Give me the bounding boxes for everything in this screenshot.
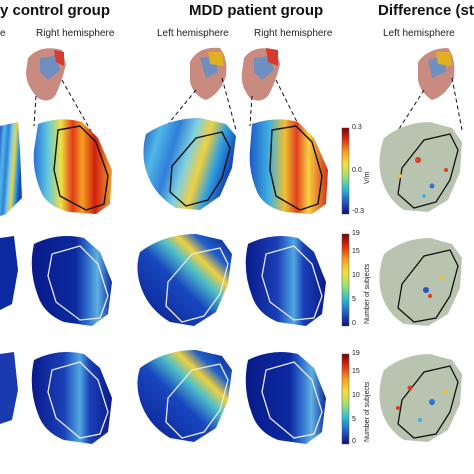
colorbar-tick: 0	[352, 438, 356, 445]
colorbar-label-subjects: Number of subjects	[364, 381, 371, 442]
roi-outline	[261, 361, 323, 439]
colorbar-tick: 10	[352, 392, 360, 399]
roi-outline	[53, 125, 109, 211]
colorbar-tick: -0.3	[352, 208, 365, 215]
roi-outline	[165, 363, 229, 439]
hemisphere-label-left-difference: Left hemisphere	[383, 28, 455, 39]
title-mdd-patient-group: MDD patient group	[189, 2, 324, 19]
colorbar-tick: 0.0	[352, 167, 362, 174]
hemisphere-label-left-mdd: Left hemisphere	[157, 28, 229, 39]
colorbar-tick: 15	[352, 368, 360, 375]
hemisphere-label-right-mdd: Right hemisphere	[254, 28, 333, 39]
significance-spots	[398, 157, 448, 198]
hemisphere-label-left-healthy: e	[0, 28, 6, 39]
colorbar-tick: 0.3	[352, 124, 362, 131]
colorbar-tick: 19	[352, 230, 360, 237]
count-map-healthy-left	[0, 236, 18, 310]
brain-thumbnail-right-mdd	[241, 48, 280, 101]
title-healthy-control-group: y control group	[0, 2, 110, 19]
colorbar-tick: 0	[352, 320, 356, 327]
difference-map-row1	[379, 122, 462, 212]
count-map-mdd-left	[137, 234, 232, 326]
roi-outline	[397, 133, 459, 209]
efield-map-healthy-right	[33, 119, 112, 214]
roi-outline	[397, 249, 459, 323]
efield-map-healthy-left	[0, 122, 22, 216]
roi-outline	[269, 125, 323, 211]
count-map-healthy-right-row3	[31, 352, 112, 444]
efield-map-mdd-left	[143, 118, 236, 210]
count-map-mdd-right-row3	[245, 352, 326, 444]
count-map-mdd-right	[245, 236, 326, 326]
colorbar-label-efield: V/m	[364, 171, 371, 184]
colorbar-tick: 15	[352, 248, 360, 255]
significance-spots	[396, 385, 448, 422]
colorbar-tick: 5	[352, 416, 356, 423]
brain-thumbnail-left-difference	[418, 48, 455, 100]
colorbar-tick: 10	[352, 272, 360, 279]
significance-spots	[423, 276, 444, 298]
count-map-healthy-left-row3	[0, 352, 18, 424]
colorbar-label-subjects: Number of subjects	[364, 263, 371, 324]
colorbar-tick: 19	[352, 350, 360, 357]
count-map-mdd-left-row3	[137, 350, 232, 442]
colorbar-efield	[341, 127, 350, 215]
count-map-healthy-right	[31, 236, 112, 326]
roi-outline	[47, 245, 109, 321]
roi-outline	[165, 247, 229, 323]
difference-map-row3	[379, 354, 462, 442]
brain-thumbnail-right-healthy	[26, 48, 66, 101]
roi-outline	[169, 131, 231, 207]
colorbar-subjects-row3	[341, 353, 350, 445]
roi-outline	[47, 361, 109, 439]
projection-lines	[33, 77, 463, 147]
title-difference: Difference (st	[378, 2, 474, 19]
brain-thumbnail-left-mdd	[190, 47, 227, 100]
roi-outline	[397, 365, 459, 439]
efield-map-mdd-right	[249, 119, 328, 214]
roi-outline	[261, 245, 323, 321]
colorbar-subjects-row2	[341, 233, 350, 327]
colorbar-tick: 5	[352, 296, 356, 303]
difference-map-row2	[379, 238, 462, 326]
hemisphere-label-right-healthy: Right hemisphere	[36, 28, 115, 39]
